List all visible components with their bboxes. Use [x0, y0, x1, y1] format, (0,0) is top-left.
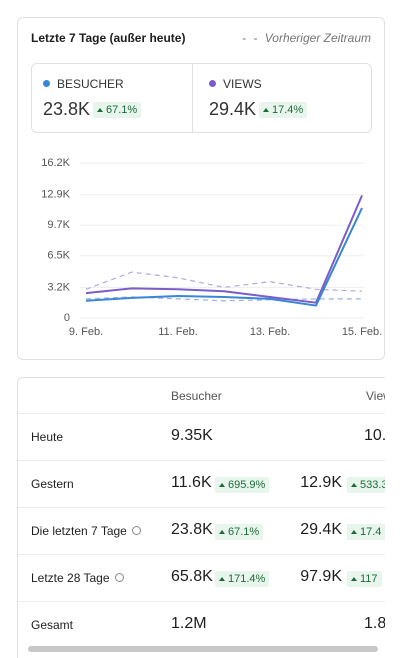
cell-change: 171.4% — [215, 571, 270, 587]
cell-value: 9.35K — [171, 427, 213, 444]
cell-value: 1.8 — [364, 615, 385, 632]
series-line — [85, 207, 363, 307]
stat-change: 17.4% — [259, 102, 308, 118]
row-divider — [18, 460, 385, 461]
row-label: Letzte 28 Tage — [31, 571, 124, 585]
row-divider — [18, 554, 385, 555]
chart-card — [17, 17, 385, 360]
row-label: Gestern — [31, 477, 74, 491]
cell-change: 17.4 — [347, 524, 385, 540]
dash-icon: - - — [242, 31, 265, 45]
y-tick-label: 9.7K — [47, 219, 70, 231]
cell-change: 533.3 — [347, 477, 385, 493]
cell-value: 12.9K — [300, 474, 342, 491]
cell-value: 23.8K — [171, 521, 213, 538]
cell-value: 65.8K — [171, 568, 213, 585]
previous-line — [85, 271, 363, 292]
info-icon[interactable] — [131, 526, 141, 535]
info-icon[interactable] — [114, 573, 124, 582]
cell-value: 29.4K — [300, 521, 342, 538]
row-label: Gesamt — [31, 618, 74, 632]
series-line — [85, 195, 363, 304]
stats-divider — [192, 63, 193, 133]
y-tick-label: 6.5K — [47, 250, 70, 262]
y-tick-label: 3.2K — [47, 281, 70, 293]
legend-dot — [209, 80, 216, 87]
previous-label: Vorheriger Zeitraum — [264, 31, 371, 45]
cell-value: 10.8 — [364, 427, 385, 444]
cell-value: 11.6K — [171, 474, 212, 491]
x-tick-label: 15. Feb. — [342, 326, 382, 338]
legend-name: VIEWS — [223, 77, 262, 91]
stat-change: 67.1% — [93, 102, 142, 118]
cell-change: 695.9% — [215, 477, 270, 493]
x-tick-label: 9. Feb. — [69, 326, 103, 338]
y-tick-label: 0 — [64, 312, 70, 324]
cell-change: 117 — [347, 571, 382, 587]
row-label: Die letzten 7 Tage — [31, 524, 141, 538]
row-divider — [18, 507, 385, 508]
stat-value: 23.8K — [43, 99, 91, 119]
cell-value: 97.9K — [300, 568, 342, 585]
y-tick-label: 16.2K — [41, 157, 70, 169]
row-label: Heute — [31, 430, 64, 444]
column-header: Besucher — [171, 389, 222, 403]
x-tick-label: 11. Feb. — [158, 326, 198, 338]
chart: 0 3.2K 6.5K 9.7K 12.9K 16.2K 9. Feb. 11. Feb. 13… — [41, 157, 382, 338]
legend-name: BESUCHER — [57, 77, 124, 91]
cell-value: 1.2M — [171, 615, 207, 632]
y-tick-label: 12.9K — [41, 188, 70, 200]
legend-dot — [43, 80, 50, 87]
x-tick-label: 13. Feb. — [250, 326, 290, 338]
table-card: BesucherViewsHeute9.35K10.8Gestern11.6K6… — [17, 377, 385, 658]
row-divider — [18, 601, 385, 602]
column-header: Views — [366, 389, 385, 403]
previous-legend: - - Vorheriger Zeitraum — [242, 31, 371, 45]
row-divider — [18, 413, 385, 414]
stat-value: 29.4K — [209, 99, 257, 119]
chart-title: Letzte 7 Tage (außer heute) — [31, 31, 186, 45]
stats-box — [31, 63, 372, 133]
cell-change: 67.1% — [215, 524, 264, 540]
scrollbar[interactable] — [28, 646, 378, 652]
